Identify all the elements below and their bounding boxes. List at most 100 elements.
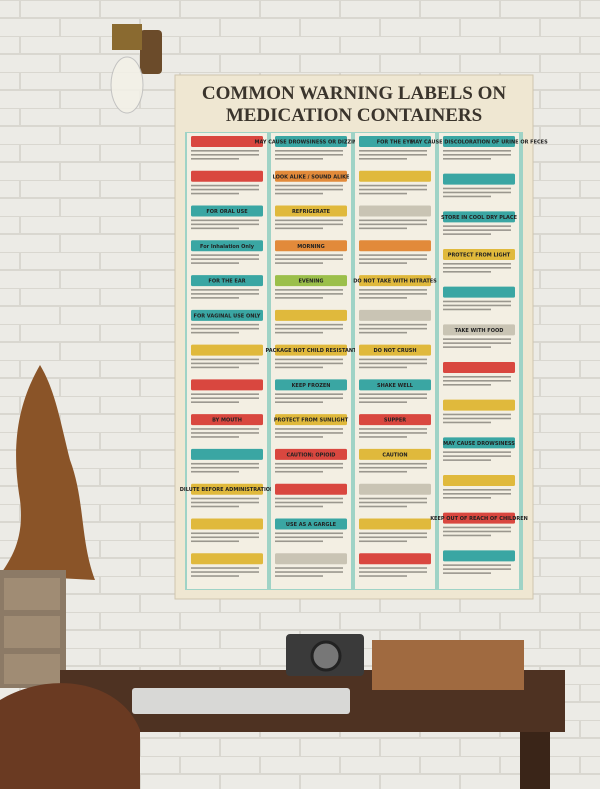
label-banner: [443, 286, 515, 298]
label-description: [443, 380, 511, 382]
label-description: [359, 432, 427, 434]
label-description: [191, 150, 259, 152]
label-description: [443, 338, 511, 340]
camera: [286, 634, 364, 676]
label-text: FOR THE EYE: [377, 140, 414, 146]
label-description: [443, 568, 511, 570]
label-description: [191, 505, 239, 508]
label-description: [191, 393, 259, 395]
drawer-unit: [0, 570, 66, 688]
label-description: [359, 184, 427, 187]
label-description: [275, 219, 343, 222]
label-description: [275, 397, 343, 399]
label-description: [443, 451, 511, 453]
label-description: [275, 331, 323, 334]
label-description: [275, 366, 323, 369]
label-description: [443, 455, 511, 457]
label-description: [191, 428, 259, 430]
label-description: [443, 233, 491, 235]
label-text: DO NOT CRUSH: [373, 348, 416, 354]
label-banner: [359, 170, 431, 182]
label-description: [275, 258, 343, 260]
label-description: [275, 536, 343, 539]
label-banner: [443, 475, 515, 486]
label-description: [275, 571, 343, 573]
label-description: [443, 384, 491, 386]
label-description: [443, 308, 491, 311]
label-description: [443, 154, 511, 156]
label-description: [443, 342, 511, 344]
label-description: [359, 358, 427, 361]
label-description: [275, 323, 343, 326]
label-description: [443, 459, 491, 461]
label-banner: [275, 553, 347, 565]
label-description: [359, 532, 427, 535]
label-description: [275, 505, 323, 508]
label-banner: [275, 448, 347, 460]
label-description: [359, 293, 427, 295]
label-description: [191, 323, 259, 326]
label-text: MAY CAUSE DROWSINESS OR DIZZINESS: [254, 140, 367, 146]
label-description: [275, 432, 343, 434]
label-description: [275, 289, 343, 291]
label-banner: [275, 136, 347, 147]
label-text: FOR THE EAR: [208, 279, 245, 285]
label-description: [191, 470, 239, 473]
label-description: [359, 223, 427, 226]
label-description: [275, 540, 323, 543]
label-description: [359, 540, 407, 543]
label-description: [275, 497, 343, 500]
label-banner: [191, 553, 263, 565]
label-banner: [443, 136, 515, 147]
label-description: [275, 227, 323, 230]
label-banner: [359, 414, 431, 426]
label-description: [275, 362, 343, 365]
label-description: [443, 229, 511, 231]
poster-title-line: COMMON WARNING LABELS ON: [202, 83, 506, 104]
label-description: [191, 571, 259, 573]
label-description: [275, 254, 343, 256]
label-banner: [191, 344, 263, 356]
label-description: [191, 184, 259, 187]
label-description: [275, 501, 343, 504]
label-text: STORE IN COOL DRY PLACE: [441, 215, 518, 221]
label-description: [359, 428, 427, 430]
label-banner: [275, 309, 347, 321]
label-description: [359, 158, 407, 160]
label-description: [359, 219, 427, 222]
label-text: DILUTE BEFORE ADMINISTRATION: [180, 487, 275, 493]
label-text: PACKAGE NOT CHILD RESISTANT: [266, 348, 358, 354]
label-description: [191, 289, 259, 291]
label-description: [443, 534, 491, 537]
label-text: CAUTION: [382, 452, 407, 458]
label-description: [359, 362, 427, 365]
label-banner: [443, 249, 515, 260]
label-description: [191, 540, 239, 543]
label-description: [359, 289, 427, 291]
label-description: [191, 397, 259, 399]
label-text: DO NOT TAKE WITH NITRATES: [353, 279, 437, 285]
label-description: [275, 436, 323, 438]
label-banner: [191, 448, 263, 460]
label-banner: [275, 414, 347, 426]
label-banner: [359, 553, 431, 565]
label-text: FOR VAGINAL USE ONLY: [194, 313, 261, 319]
label-description: [359, 397, 427, 399]
label-text: TAKE WITH FOOD: [455, 328, 504, 334]
label-description: [443, 489, 511, 491]
label-banner: [359, 448, 431, 460]
label-banner: [191, 136, 263, 147]
label-text: CAUTION: OPIOID: [287, 452, 336, 458]
label-description: [443, 267, 511, 269]
label-banner: [443, 362, 515, 373]
label-description: [275, 428, 343, 430]
label-description: [191, 466, 259, 469]
label-banner: [443, 512, 515, 524]
label-description: [443, 225, 511, 227]
label-description: [359, 497, 427, 500]
label-banner: [443, 399, 515, 411]
laptop: [132, 688, 350, 714]
chair: [0, 683, 140, 789]
label-description: [443, 150, 511, 152]
label-description: [359, 501, 427, 504]
